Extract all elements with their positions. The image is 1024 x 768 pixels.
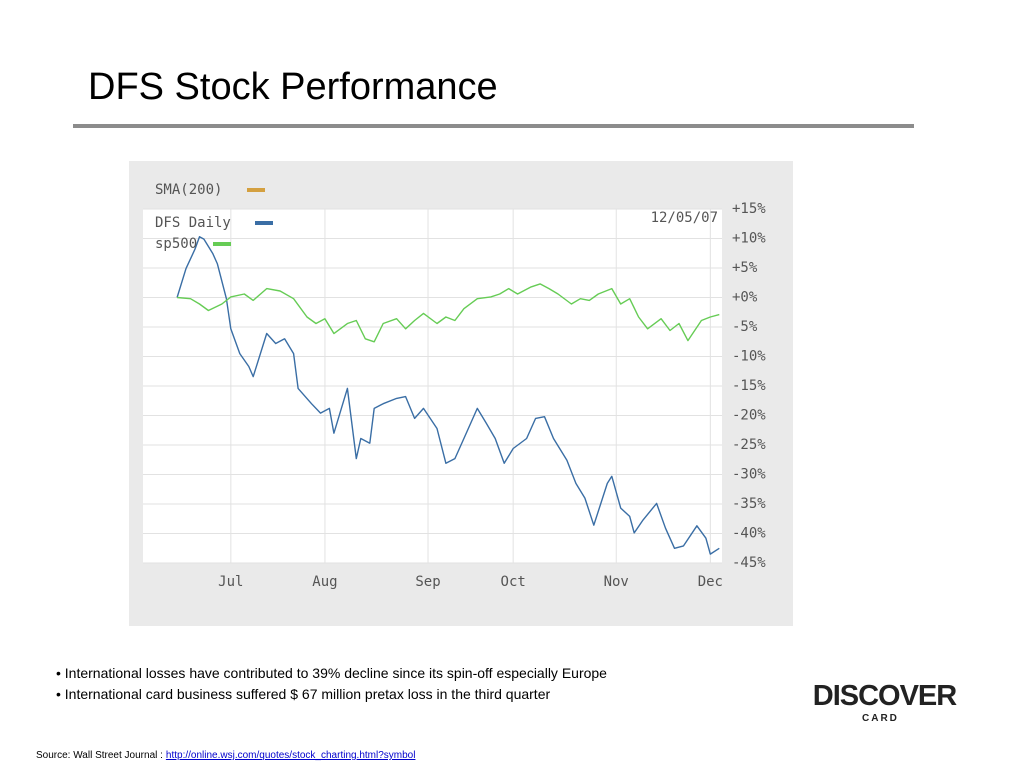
bullet: International losses have contributed to… <box>56 663 607 684</box>
chart: +15% +10% +5% +0% -5% -10% -15% -20% -25% -30% -35… <box>129 161 793 626</box>
legend-swatch <box>255 221 273 225</box>
y-tick-label: -10% <box>732 349 766 365</box>
y-tick-label: -15% <box>732 378 766 394</box>
source-label: Source: Wall Street Journal : <box>36 750 163 761</box>
legend-swatch <box>247 188 265 192</box>
x-tick-label: Jul <box>218 574 243 590</box>
legend-swatch <box>213 242 231 246</box>
y-tick-label: -5% <box>732 319 758 335</box>
source: Source: Wall Street Journal : http://onli… <box>36 750 415 761</box>
logo: DISCOVER CARD <box>812 680 957 724</box>
series-line <box>176 236 720 555</box>
y-tick-label: -30% <box>732 467 766 483</box>
x-tick-label: Dec <box>698 574 723 590</box>
y-tick-label: -45% <box>732 555 766 571</box>
series-line <box>177 283 720 343</box>
title-rule <box>73 124 914 128</box>
slide-title: DFS Stock Performance <box>88 66 498 108</box>
x-tick-label: Aug <box>312 574 337 590</box>
y-tick-label: -35% <box>732 496 766 512</box>
y-tick-label: +0% <box>732 290 758 306</box>
x-tick-label: Nov <box>604 574 629 590</box>
legend-label: DFS Daily <box>155 215 231 231</box>
y-tick-label: +15% <box>732 201 766 217</box>
chart-date: 12/05/07 <box>651 210 718 226</box>
y-tick-label: +5% <box>732 260 758 276</box>
legend-label: SMA(200) <box>155 182 222 198</box>
x-tick-label: Sep <box>415 574 440 590</box>
logo-name: DISCOVER <box>812 680 957 712</box>
logo-sub: CARD <box>862 713 899 724</box>
bullet: International card business suffered $ 6… <box>56 684 607 705</box>
y-tick-label: -25% <box>732 437 766 453</box>
source-link[interactable]: http://online.wsj.com/quotes/stock_chart… <box>165 750 416 761</box>
y-tick-label: -20% <box>732 408 766 424</box>
y-tick-label: -40% <box>732 526 766 542</box>
bullet-list: International losses have contributed to… <box>56 663 607 705</box>
x-tick-label: Oct <box>501 574 526 590</box>
y-tick-label: +10% <box>732 231 766 247</box>
legend-label: sp500 <box>155 236 197 252</box>
